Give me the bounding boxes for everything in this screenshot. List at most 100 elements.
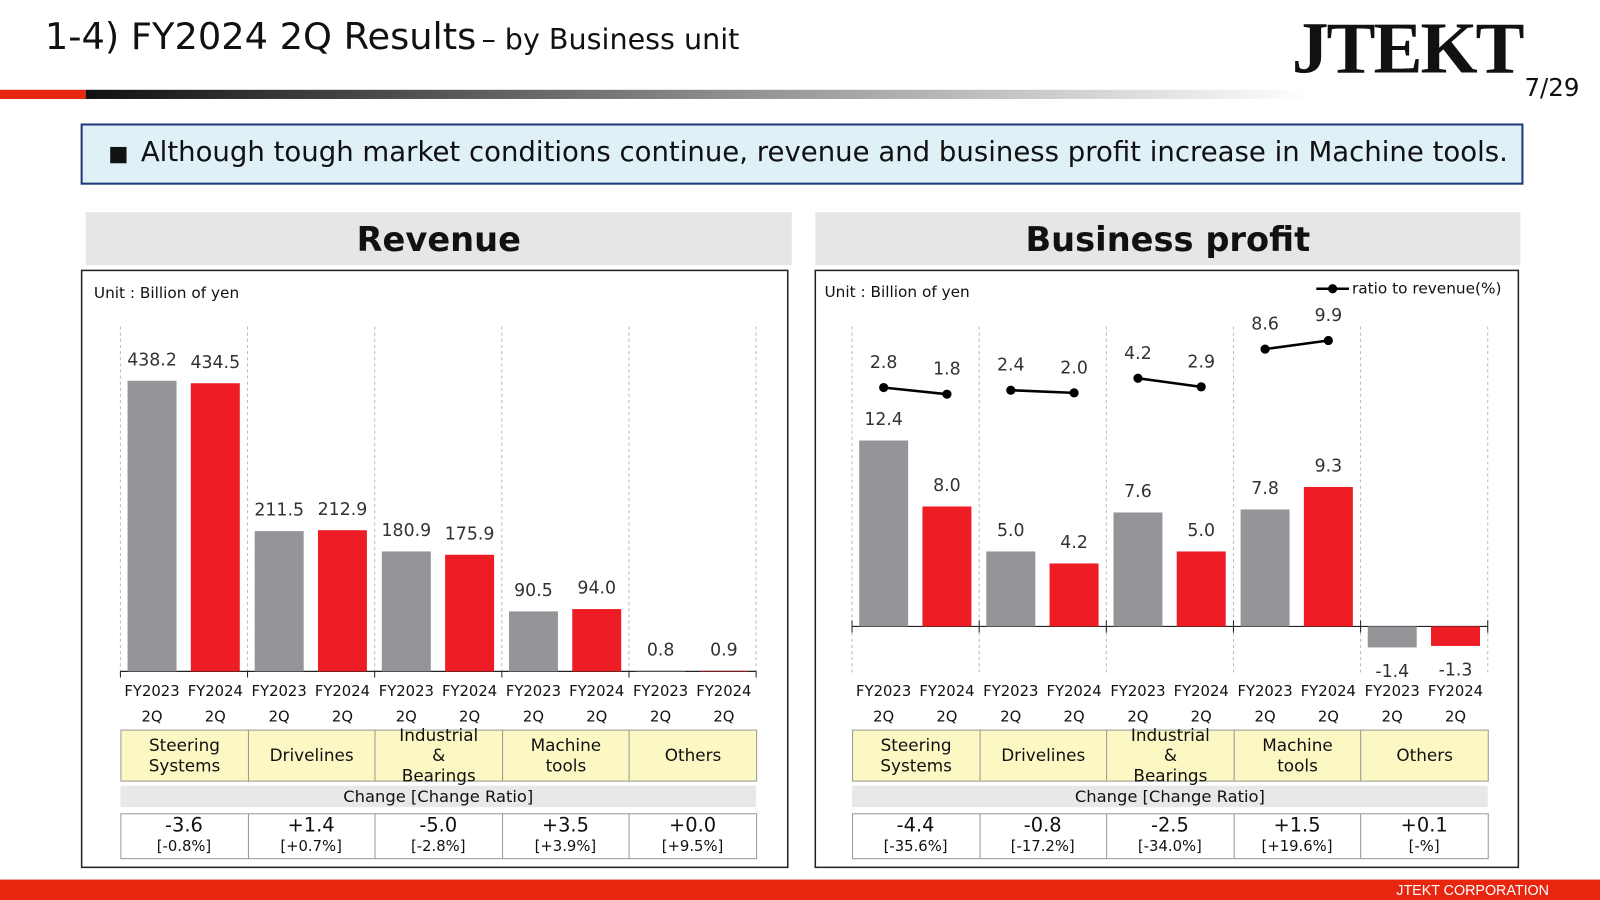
bar — [1113, 512, 1163, 627]
legend-label: ratio to revenue(%) — [1352, 279, 1501, 297]
category-cell: Steering Systems — [852, 729, 981, 782]
page-number: 7/29 — [1524, 73, 1580, 103]
value-label: 9.3 — [1315, 457, 1343, 477]
category-cell: Others — [628, 729, 758, 782]
change-ratio: [-0.8%] — [156, 838, 212, 856]
unit-label: Unit : Billion of yen — [824, 282, 970, 302]
header-bar-red — [0, 89, 86, 99]
bullet-square — [110, 146, 127, 164]
value-label: 5.0 — [997, 521, 1025, 541]
ratio-line — [883, 386, 948, 396]
bar — [1431, 626, 1480, 646]
value-label: 0.8 — [647, 640, 675, 660]
change-value: -4.4 — [896, 814, 935, 837]
change-header: Change [Change Ratio] — [120, 785, 757, 808]
bar — [317, 530, 367, 672]
value-label: 175.9 — [445, 524, 495, 544]
logo: JTEKT — [1291, 7, 1525, 89]
ratio-label: 4.2 — [1124, 344, 1152, 364]
category-cell: Machine tools — [501, 729, 630, 782]
x-tick-label: FY2023 2Q — [505, 683, 562, 726]
bar — [1049, 563, 1099, 627]
x-tick-label: FY2023 2Q — [1364, 683, 1420, 726]
category-cell: Drivelines — [979, 729, 1108, 782]
change-value: -5.0 — [419, 814, 458, 837]
bar — [572, 609, 622, 672]
change-cell — [501, 813, 630, 860]
footer-text: JTEKT CORPORATION — [1396, 881, 1549, 898]
slide-title: 1-4) FY2024 2Q Results — [44, 16, 477, 59]
bar — [986, 551, 1036, 627]
change-ratio: [+3.9%] — [534, 838, 597, 856]
bar — [445, 554, 495, 672]
x-tick-label: FY2024 2Q — [1046, 683, 1102, 726]
change-cell — [1360, 813, 1489, 860]
category-cell: Others — [1360, 729, 1489, 782]
change-cell — [120, 813, 249, 860]
ratio-label: 2.8 — [870, 353, 898, 373]
change-ratio: [-2.8%] — [410, 838, 466, 856]
bullet-box — [80, 123, 1524, 185]
bar — [381, 551, 431, 672]
value-label: 211.5 — [254, 501, 304, 521]
ratio-line — [1264, 339, 1329, 351]
value-label: 94.0 — [577, 579, 616, 599]
x-tick-label: FY2024 2Q — [314, 683, 371, 726]
x-tick-label: FY2024 2Q — [1427, 683, 1484, 726]
change-ratio: [+9.5%] — [661, 838, 724, 856]
change-cell — [979, 813, 1108, 860]
value-label: 180.9 — [382, 521, 432, 541]
change-value: -3.6 — [165, 814, 203, 837]
change-header: Change [Change Ratio] — [852, 785, 1488, 808]
change-cell — [1233, 813, 1362, 860]
change-cell — [852, 813, 981, 860]
change-value: +0.1 — [1400, 814, 1448, 837]
bar — [1303, 486, 1353, 627]
bullet-text: Although tough market conditions continu… — [140, 136, 1508, 169]
value-label: 5.0 — [1187, 521, 1215, 541]
value-label: 12.4 — [864, 410, 903, 430]
value-label: 438.2 — [127, 350, 177, 370]
bar — [922, 506, 972, 627]
change-ratio: [-35.6%] — [883, 838, 948, 856]
x-tick-label: FY2024 2Q — [696, 683, 752, 726]
value-label: 8.0 — [933, 476, 961, 496]
value-label: 0.9 — [710, 640, 738, 660]
change-value: -2.5 — [1150, 814, 1189, 837]
bar — [254, 531, 304, 672]
change-value: -0.8 — [1023, 814, 1062, 837]
value-label: 7.6 — [1124, 482, 1152, 502]
header-bar — [85, 89, 1311, 99]
x-tick-label: FY2023 2Q — [124, 683, 180, 726]
legend-marker — [1328, 284, 1338, 294]
ratio-label: 2.0 — [1060, 358, 1088, 378]
ratio-label: 2.4 — [997, 356, 1025, 376]
bar — [127, 380, 177, 672]
bar — [1367, 626, 1417, 648]
x-tick-label: FY2024 2Q — [569, 683, 625, 726]
ratio-line — [1010, 388, 1075, 395]
change-value: +3.5 — [541, 814, 589, 837]
category-cell: Drivelines — [247, 729, 376, 782]
panel-header — [85, 212, 792, 266]
bar — [636, 670, 686, 672]
x-tick-label: FY2024 2Q — [1173, 683, 1229, 726]
panel-title: Business profit — [1025, 218, 1311, 259]
x-tick-label: FY2023 2Q — [1110, 683, 1166, 726]
ratio-line — [1137, 376, 1202, 389]
value-label: -1.3 — [1439, 660, 1473, 680]
value-label: 7.8 — [1251, 479, 1279, 499]
panel-title: Revenue — [356, 218, 521, 259]
panel-frame — [80, 269, 789, 869]
change-ratio: [-%] — [1408, 838, 1440, 856]
ratio-point — [879, 382, 889, 393]
change-ratio: [-17.2%] — [1010, 838, 1075, 856]
category-cell: Steering Systems — [120, 729, 249, 782]
ratio-point — [1133, 373, 1143, 383]
change-cell — [247, 813, 376, 860]
category-cell: Machine tools — [1233, 729, 1362, 782]
ratio-label: 9.9 — [1315, 306, 1343, 326]
x-tick-label: FY2024 2Q — [187, 683, 243, 726]
